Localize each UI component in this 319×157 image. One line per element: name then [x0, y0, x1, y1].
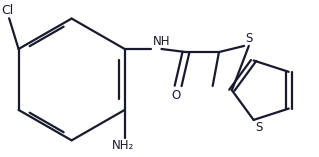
Text: O: O	[171, 89, 180, 102]
Text: NH: NH	[153, 35, 170, 48]
Text: S: S	[245, 32, 252, 45]
Text: S: S	[255, 122, 263, 134]
Text: NH₂: NH₂	[112, 139, 134, 152]
Text: Cl: Cl	[2, 4, 14, 17]
